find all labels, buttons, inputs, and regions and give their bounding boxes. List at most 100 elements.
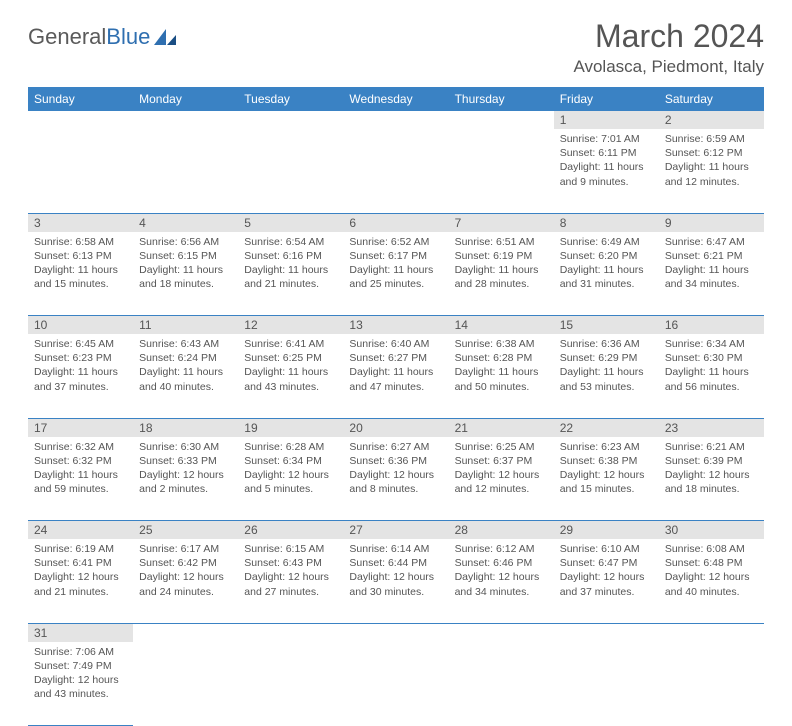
day-body-cell: Sunrise: 6:41 AMSunset: 6:25 PMDaylight:… bbox=[238, 334, 343, 418]
day-body-cell bbox=[449, 129, 554, 213]
logo-text-a: General bbox=[28, 24, 106, 50]
sunrise-text: Sunrise: 6:25 AM bbox=[455, 440, 548, 454]
daylight-text: Daylight: 11 hours and 34 minutes. bbox=[665, 263, 758, 291]
day-header: Monday bbox=[133, 87, 238, 111]
day-body-cell: Sunrise: 6:12 AMSunset: 6:46 PMDaylight:… bbox=[449, 539, 554, 623]
day-body-cell: Sunrise: 6:28 AMSunset: 6:34 PMDaylight:… bbox=[238, 437, 343, 521]
day-body-cell: Sunrise: 6:49 AMSunset: 6:20 PMDaylight:… bbox=[554, 232, 659, 316]
daylight-text: Daylight: 11 hours and 50 minutes. bbox=[455, 365, 548, 393]
daylight-text: Daylight: 11 hours and 12 minutes. bbox=[665, 160, 758, 188]
day-number-cell: 24 bbox=[28, 521, 133, 540]
sunset-text: Sunset: 6:20 PM bbox=[560, 249, 653, 263]
day-details: Sunrise: 6:28 AMSunset: 6:34 PMDaylight:… bbox=[238, 437, 343, 501]
day-body-cell: Sunrise: 6:08 AMSunset: 6:48 PMDaylight:… bbox=[659, 539, 764, 623]
day-number-cell: 18 bbox=[133, 418, 238, 437]
day-number-cell bbox=[343, 111, 448, 129]
sunrise-text: Sunrise: 6:56 AM bbox=[139, 235, 232, 249]
daylight-text: Daylight: 12 hours and 37 minutes. bbox=[560, 570, 653, 598]
day-body-cell bbox=[449, 642, 554, 726]
day-body-cell: Sunrise: 6:10 AMSunset: 6:47 PMDaylight:… bbox=[554, 539, 659, 623]
day-details: Sunrise: 7:06 AMSunset: 7:49 PMDaylight:… bbox=[28, 642, 133, 706]
day-body-cell bbox=[343, 129, 448, 213]
sunrise-text: Sunrise: 6:15 AM bbox=[244, 542, 337, 556]
day-number-cell: 1 bbox=[554, 111, 659, 129]
day-number-cell: 11 bbox=[133, 316, 238, 335]
title-block: March 2024 Avolasca, Piedmont, Italy bbox=[573, 18, 764, 77]
sunrise-text: Sunrise: 6:38 AM bbox=[455, 337, 548, 351]
sunset-text: Sunset: 6:25 PM bbox=[244, 351, 337, 365]
sunrise-text: Sunrise: 6:47 AM bbox=[665, 235, 758, 249]
day-details: Sunrise: 7:01 AMSunset: 6:11 PMDaylight:… bbox=[554, 129, 659, 193]
day-details: Sunrise: 6:25 AMSunset: 6:37 PMDaylight:… bbox=[449, 437, 554, 501]
sunrise-text: Sunrise: 7:06 AM bbox=[34, 645, 127, 659]
daylight-text: Daylight: 12 hours and 27 minutes. bbox=[244, 570, 337, 598]
day-number-cell: 4 bbox=[133, 213, 238, 232]
day-number-row: 10111213141516 bbox=[28, 316, 764, 335]
sunrise-text: Sunrise: 6:41 AM bbox=[244, 337, 337, 351]
day-number-cell: 26 bbox=[238, 521, 343, 540]
day-number-cell: 17 bbox=[28, 418, 133, 437]
sunset-text: Sunset: 6:34 PM bbox=[244, 454, 337, 468]
sunrise-text: Sunrise: 6:14 AM bbox=[349, 542, 442, 556]
daylight-text: Daylight: 11 hours and 37 minutes. bbox=[34, 365, 127, 393]
sunset-text: Sunset: 6:42 PM bbox=[139, 556, 232, 570]
day-body-cell bbox=[554, 642, 659, 726]
day-body-cell: Sunrise: 6:30 AMSunset: 6:33 PMDaylight:… bbox=[133, 437, 238, 521]
day-number-cell: 15 bbox=[554, 316, 659, 335]
day-details: Sunrise: 6:51 AMSunset: 6:19 PMDaylight:… bbox=[449, 232, 554, 296]
day-number-row: 3456789 bbox=[28, 213, 764, 232]
day-details: Sunrise: 6:32 AMSunset: 6:32 PMDaylight:… bbox=[28, 437, 133, 501]
header: GeneralBlue March 2024 Avolasca, Piedmon… bbox=[28, 18, 764, 77]
day-number-cell: 21 bbox=[449, 418, 554, 437]
day-number-row: 17181920212223 bbox=[28, 418, 764, 437]
sunrise-text: Sunrise: 6:28 AM bbox=[244, 440, 337, 454]
day-number-cell bbox=[133, 111, 238, 129]
sunrise-text: Sunrise: 6:17 AM bbox=[139, 542, 232, 556]
sunrise-text: Sunrise: 6:40 AM bbox=[349, 337, 442, 351]
day-details: Sunrise: 6:59 AMSunset: 6:12 PMDaylight:… bbox=[659, 129, 764, 193]
day-number-cell: 2 bbox=[659, 111, 764, 129]
day-details: Sunrise: 6:43 AMSunset: 6:24 PMDaylight:… bbox=[133, 334, 238, 398]
day-number-cell bbox=[238, 111, 343, 129]
day-details: Sunrise: 6:40 AMSunset: 6:27 PMDaylight:… bbox=[343, 334, 448, 398]
day-body-cell: Sunrise: 6:25 AMSunset: 6:37 PMDaylight:… bbox=[449, 437, 554, 521]
day-body-cell: Sunrise: 6:36 AMSunset: 6:29 PMDaylight:… bbox=[554, 334, 659, 418]
sunset-text: Sunset: 6:33 PM bbox=[139, 454, 232, 468]
day-header: Wednesday bbox=[343, 87, 448, 111]
sunset-text: Sunset: 6:32 PM bbox=[34, 454, 127, 468]
logo-text-b: Blue bbox=[106, 24, 150, 50]
day-body-cell bbox=[133, 642, 238, 726]
daylight-text: Daylight: 11 hours and 59 minutes. bbox=[34, 468, 127, 496]
day-body-cell: Sunrise: 6:54 AMSunset: 6:16 PMDaylight:… bbox=[238, 232, 343, 316]
day-body-cell: Sunrise: 6:17 AMSunset: 6:42 PMDaylight:… bbox=[133, 539, 238, 623]
sunrise-text: Sunrise: 6:34 AM bbox=[665, 337, 758, 351]
sunset-text: Sunset: 6:48 PM bbox=[665, 556, 758, 570]
day-body-cell: Sunrise: 6:51 AMSunset: 6:19 PMDaylight:… bbox=[449, 232, 554, 316]
day-number-cell: 3 bbox=[28, 213, 133, 232]
sunset-text: Sunset: 6:11 PM bbox=[560, 146, 653, 160]
day-details: Sunrise: 6:14 AMSunset: 6:44 PMDaylight:… bbox=[343, 539, 448, 603]
sunset-text: Sunset: 6:17 PM bbox=[349, 249, 442, 263]
day-body-cell: Sunrise: 6:32 AMSunset: 6:32 PMDaylight:… bbox=[28, 437, 133, 521]
day-number-cell: 9 bbox=[659, 213, 764, 232]
daylight-text: Daylight: 12 hours and 43 minutes. bbox=[34, 673, 127, 701]
day-header: Sunday bbox=[28, 87, 133, 111]
month-title: March 2024 bbox=[573, 18, 764, 55]
location: Avolasca, Piedmont, Italy bbox=[573, 57, 764, 77]
day-number-cell: 13 bbox=[343, 316, 448, 335]
sunset-text: Sunset: 6:16 PM bbox=[244, 249, 337, 263]
day-body-cell: Sunrise: 6:56 AMSunset: 6:15 PMDaylight:… bbox=[133, 232, 238, 316]
sunrise-text: Sunrise: 6:32 AM bbox=[34, 440, 127, 454]
day-details: Sunrise: 6:58 AMSunset: 6:13 PMDaylight:… bbox=[28, 232, 133, 296]
day-body-row: Sunrise: 7:06 AMSunset: 7:49 PMDaylight:… bbox=[28, 642, 764, 726]
day-number-cell: 27 bbox=[343, 521, 448, 540]
sunrise-text: Sunrise: 6:43 AM bbox=[139, 337, 232, 351]
day-number-row: 12 bbox=[28, 111, 764, 129]
sunset-text: Sunset: 6:15 PM bbox=[139, 249, 232, 263]
daylight-text: Daylight: 11 hours and 43 minutes. bbox=[244, 365, 337, 393]
sunset-text: Sunset: 6:29 PM bbox=[560, 351, 653, 365]
day-details: Sunrise: 6:38 AMSunset: 6:28 PMDaylight:… bbox=[449, 334, 554, 398]
day-number-cell bbox=[449, 111, 554, 129]
daylight-text: Daylight: 12 hours and 24 minutes. bbox=[139, 570, 232, 598]
daylight-text: Daylight: 12 hours and 40 minutes. bbox=[665, 570, 758, 598]
